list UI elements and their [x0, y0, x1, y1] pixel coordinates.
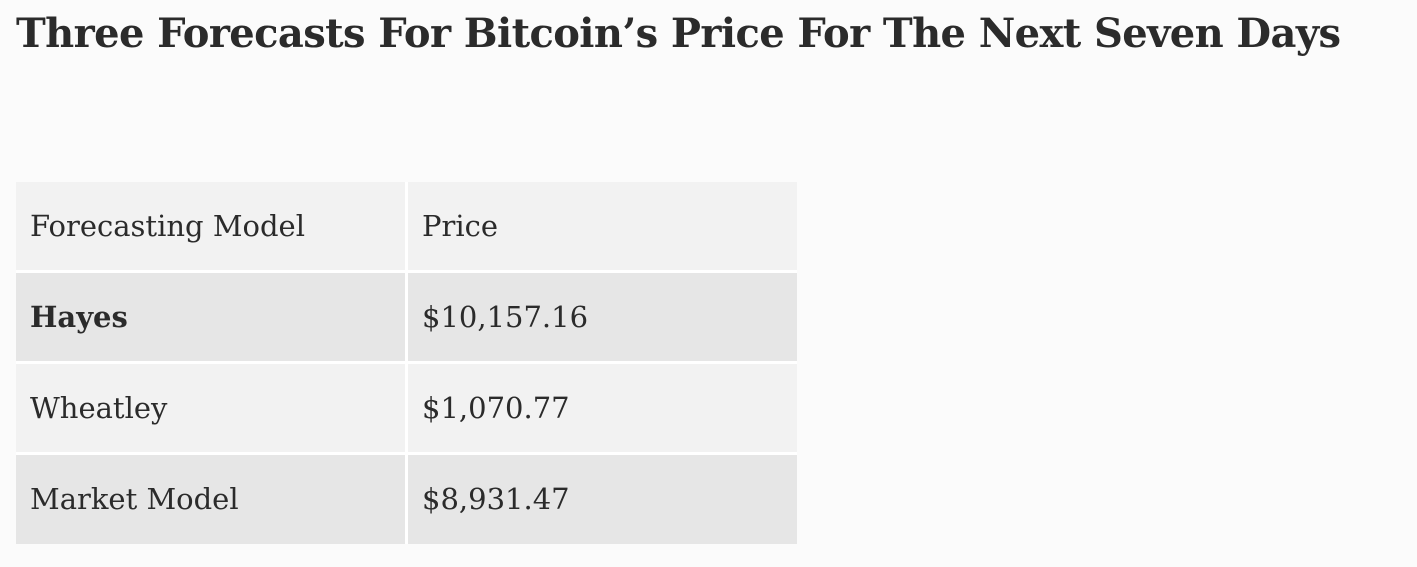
table-header-row: Forecasting Model Price [16, 182, 797, 273]
page-title: Three Forecasts For Bitcoin’s Price For … [16, 10, 1341, 57]
header-price: Price [408, 182, 797, 273]
model-name-cell: Wheatley [16, 364, 408, 455]
price-cell: $10,157.16 [408, 273, 797, 364]
table-row: Market Model $8,931.47 [16, 455, 797, 544]
model-name-cell: Market Model [16, 455, 408, 544]
forecast-table: Forecasting Model Price Hayes $10,157.16… [16, 182, 797, 544]
price-cell: $8,931.47 [408, 455, 797, 544]
table-row: Wheatley $1,070.77 [16, 364, 797, 455]
table-row: Hayes $10,157.16 [16, 273, 797, 364]
model-name-cell: Hayes [16, 273, 408, 364]
price-cell: $1,070.77 [408, 364, 797, 455]
header-forecasting-model: Forecasting Model [16, 182, 408, 273]
